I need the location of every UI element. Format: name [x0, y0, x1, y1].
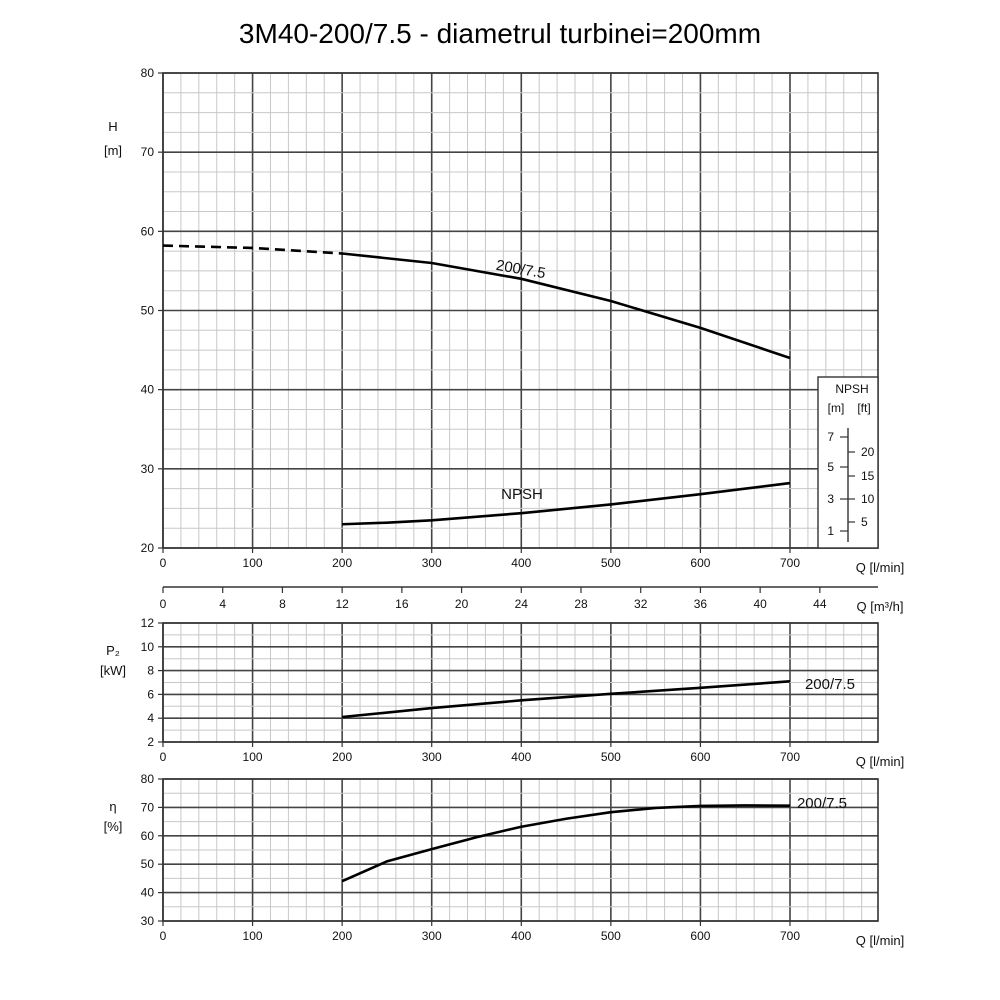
x-tick-label: 300 — [422, 929, 442, 943]
power-curve — [342, 680, 791, 719]
y-tick-label: 40 — [141, 383, 155, 397]
power-curve-label: 200/7.5 — [805, 676, 855, 693]
npsh-box-unit-m: [m] — [828, 401, 845, 415]
npsh-ft-label: 20 — [861, 445, 875, 459]
secondary-tick-label: 20 — [455, 597, 469, 611]
secondary-tick-label: 32 — [634, 597, 648, 611]
x-tick-label: 100 — [243, 750, 263, 764]
y-axis-unit: [%] — [104, 819, 123, 834]
x-tick-label: 600 — [690, 750, 710, 764]
npsh-box-unit-ft: [ft] — [857, 401, 870, 415]
y-tick-label: 80 — [141, 772, 155, 786]
npsh-curve — [342, 481, 791, 526]
y-tick-label: 80 — [141, 66, 155, 80]
npsh-m-label: 3 — [827, 492, 834, 506]
x-axis-label: Q [l/min] — [856, 560, 904, 575]
x-axis-label: Q [l/min] — [856, 933, 904, 948]
efficiency-panel: 30 40 50 60 70 80 η [%] 0 100 200 300 400 500 600 700 Q … — [104, 772, 905, 948]
npsh-ft-label: 5 — [861, 515, 868, 529]
y-tick-label: 40 — [141, 886, 155, 900]
y-tick-label: 12 — [141, 616, 155, 630]
y-tick-label: 50 — [141, 304, 155, 318]
x-tick-label: 600 — [690, 929, 710, 943]
x-tick-label: 100 — [243, 556, 263, 570]
x-tick-label: 700 — [780, 556, 800, 570]
x-tick-label: 200 — [332, 750, 352, 764]
plot-frame — [162, 622, 879, 743]
x-tick-label: 500 — [601, 750, 621, 764]
power-panel: 2 4 6 8 10 12 P₂ [kW] 0 100 200 300 400 500 600 700 Q [l… — [100, 616, 904, 769]
npsh-m-label: 1 — [827, 524, 834, 538]
secondary-tick-label: 12 — [335, 597, 349, 611]
x-tick-label: 0 — [160, 750, 167, 764]
y-axis-unit: [m] — [104, 143, 122, 158]
head-panel: 20 30 40 50 60 70 80 H [m] 0 100 200 300 400 500 600 700… — [104, 66, 904, 575]
head-curve — [342, 252, 791, 360]
y-axis-label: H — [108, 119, 117, 134]
chart-title: 3M40-200/7.5 - diametrul turbinei=200mm — [238, 18, 762, 49]
npsh-ft-label: 10 — [861, 492, 875, 506]
y-tick-label: 8 — [147, 664, 154, 678]
secondary-tick-label: 0 — [160, 597, 167, 611]
npsh-curve-label: NPSH — [501, 486, 543, 503]
secondary-tick-label: 24 — [515, 597, 529, 611]
secondary-tick-label: 44 — [813, 597, 827, 611]
x-tick-label: 100 — [243, 929, 263, 943]
x-tick-label: 0 — [160, 929, 167, 943]
x-tick-label: 700 — [780, 929, 800, 943]
efficiency-curve-label: 200/7.5 — [797, 795, 847, 812]
y-tick-label: 30 — [141, 914, 155, 928]
x-tick-label: 300 — [422, 556, 442, 570]
y-tick-label: 4 — [147, 711, 154, 725]
x-tick-label: 0 — [160, 556, 167, 570]
secondary-tick-label: 4 — [219, 597, 226, 611]
y-tick-label: 60 — [141, 829, 155, 843]
y-tick-label: 6 — [147, 687, 154, 701]
x-tick-label: 200 — [332, 556, 352, 570]
secondary-x-axis: 0 4 8 12 16 20 24 28 32 36 40 44 Q [m³/h] — [160, 586, 904, 614]
y-axis-label: P₂ — [106, 643, 120, 658]
efficiency-curve — [341, 804, 791, 883]
npsh-m-label: 7 — [827, 430, 834, 444]
y-tick-label: 70 — [141, 145, 155, 159]
plot-frame — [162, 778, 879, 922]
npsh-box-title: NPSH — [835, 382, 868, 396]
y-tick-label: 2 — [147, 735, 154, 749]
secondary-tick-label: 8 — [279, 597, 286, 611]
x-tick-label: 500 — [601, 556, 621, 570]
npsh-m-label: 5 — [827, 460, 834, 474]
x-tick-label: 500 — [601, 929, 621, 943]
head-curve-dashed — [162, 244, 343, 255]
y-tick-label: 60 — [141, 224, 155, 238]
y-tick-label: 20 — [141, 541, 155, 555]
y-tick-label: 70 — [141, 800, 155, 814]
x-tick-label: 200 — [332, 929, 352, 943]
x-tick-label: 400 — [511, 750, 531, 764]
x-tick-label: 300 — [422, 750, 442, 764]
secondary-tick-label: 28 — [574, 597, 588, 611]
x-tick-label: 400 — [511, 929, 531, 943]
x-tick-label: 700 — [780, 750, 800, 764]
npsh-ft-label: 15 — [861, 469, 875, 483]
x-axis-label: Q [l/min] — [856, 754, 904, 769]
npsh-scale-box: NPSH [m] [ft] 7 5 3 1 20 15 10 5 — [817, 376, 879, 549]
x-tick-label: 400 — [511, 556, 531, 570]
secondary-tick-label: 40 — [753, 597, 767, 611]
secondary-tick-label: 16 — [395, 597, 409, 611]
x-tick-label: 600 — [690, 556, 710, 570]
y-axis-unit: [kW] — [100, 663, 126, 678]
y-axis-label: η — [109, 799, 116, 814]
secondary-x-axis-label: Q [m³/h] — [857, 599, 904, 614]
y-tick-label: 10 — [141, 640, 155, 654]
y-tick-label: 50 — [141, 857, 155, 871]
y-tick-label: 30 — [141, 462, 155, 476]
secondary-tick-label: 36 — [694, 597, 708, 611]
